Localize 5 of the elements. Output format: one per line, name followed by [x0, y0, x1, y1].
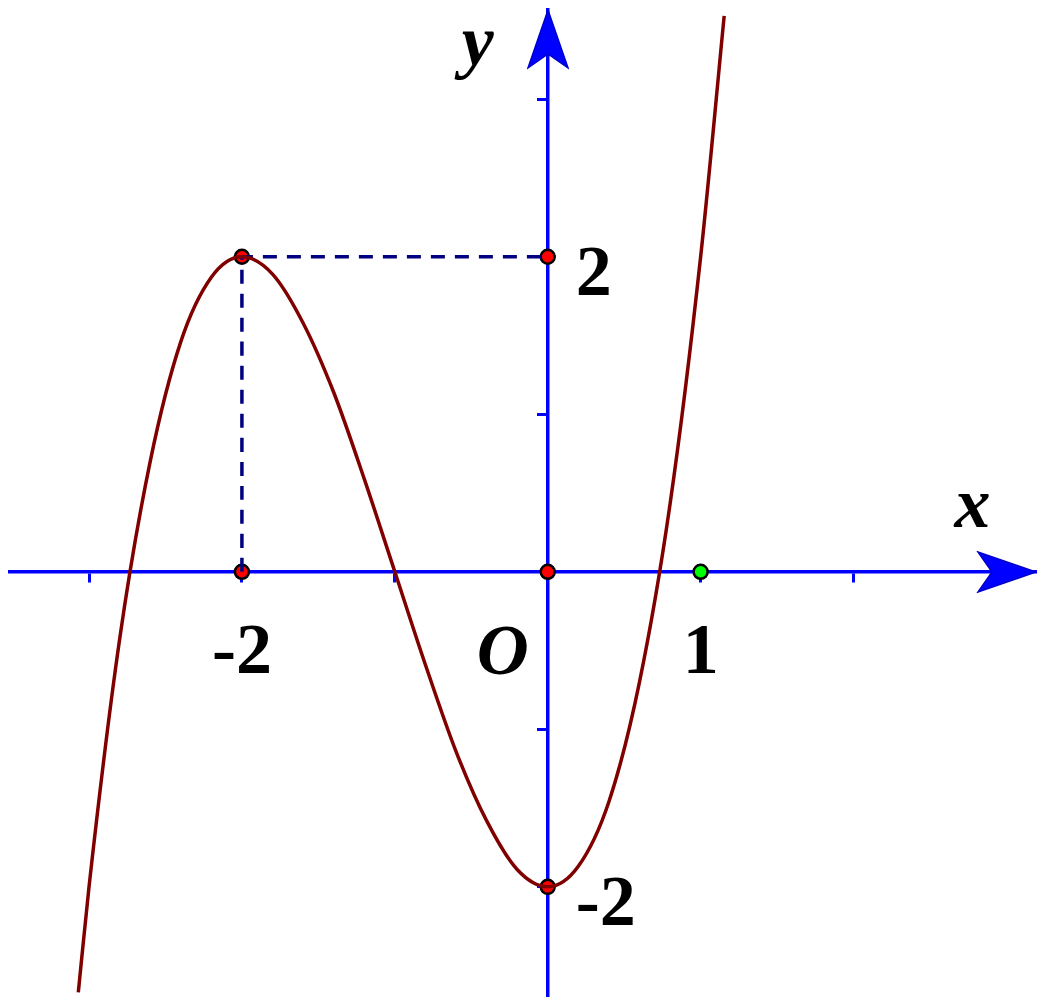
- y-tick-label: 2: [575, 231, 612, 312]
- x-axis-title: x: [953, 462, 991, 543]
- y-axis-title: y: [453, 0, 495, 81]
- x-tick-label: 1: [682, 608, 719, 689]
- annotation: O: [476, 609, 529, 690]
